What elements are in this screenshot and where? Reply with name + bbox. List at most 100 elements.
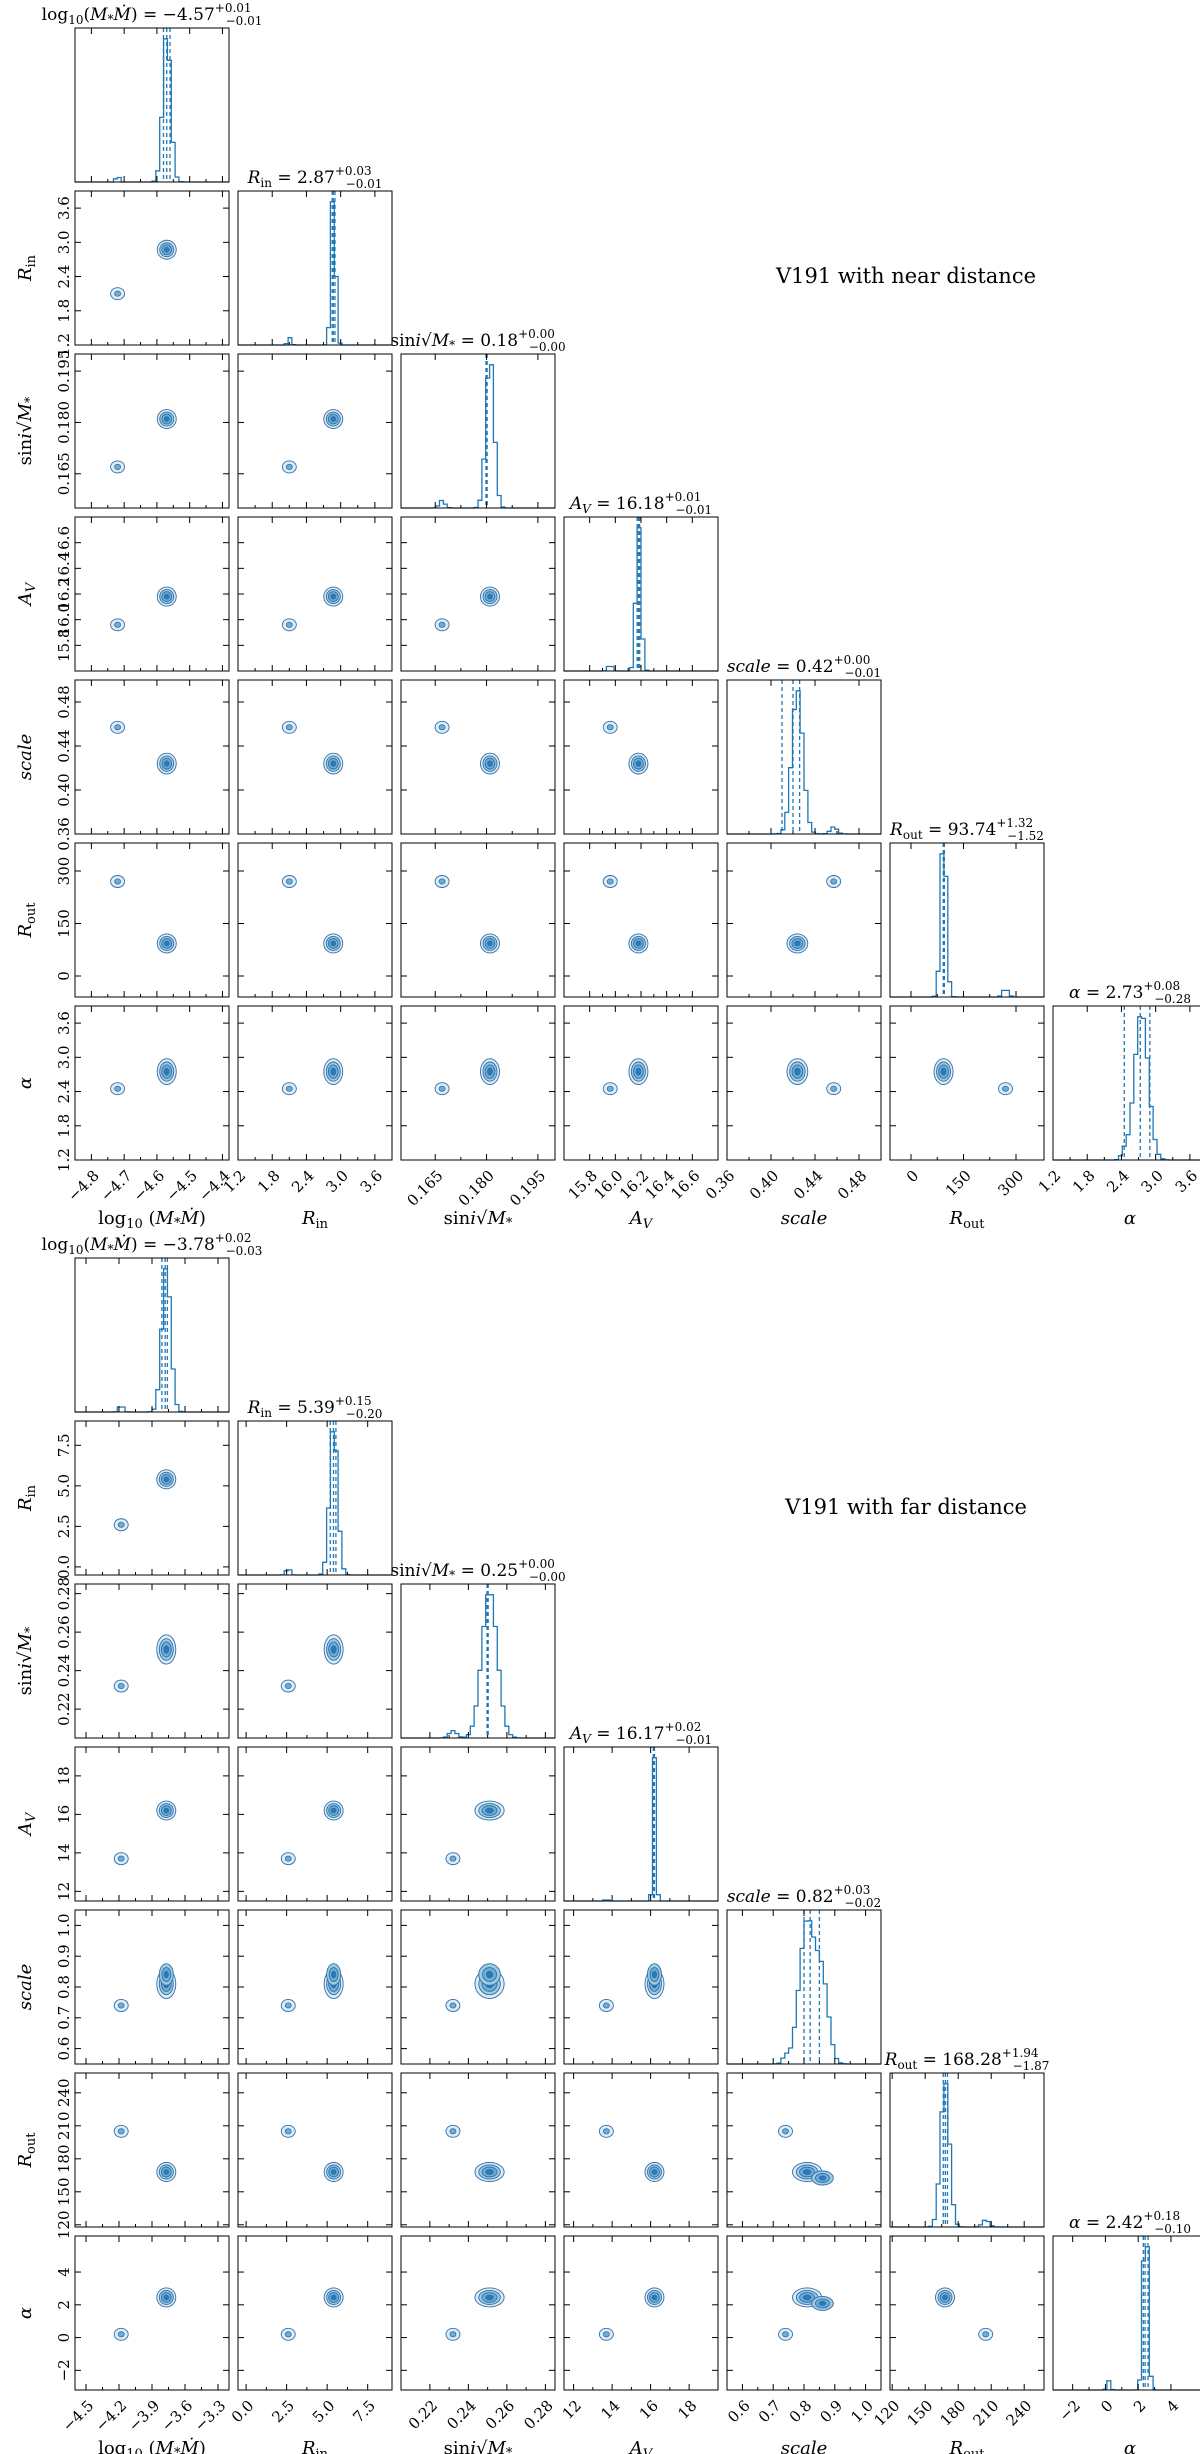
contour-level-4 <box>635 760 642 767</box>
panel-frame <box>563 2235 719 2391</box>
contour-secondary-3 <box>818 2300 827 2306</box>
panel-frame <box>889 2235 1045 2391</box>
y-tick-label: 3.6 <box>55 196 73 220</box>
histogram-panel-Rin: Rin = 2.87+0.03 −0.01 <box>237 164 393 346</box>
contour-level-4 <box>330 1067 337 1076</box>
contour-level-4 <box>330 1807 337 1814</box>
y-tick-label: 3.0 <box>55 230 73 254</box>
y-tick-label: 16.0 <box>55 603 73 636</box>
outlier-core <box>284 2002 292 2009</box>
y-tick-label: 0.8 <box>55 1975 73 1999</box>
y-tick-label: 150 <box>55 2177 73 2206</box>
panel-frame <box>237 842 393 998</box>
x-tick-label: −4.5 <box>59 2397 97 2435</box>
contour-secondary-3 <box>485 1970 494 1979</box>
outlier-core <box>602 2128 610 2135</box>
figure-title: V191 with far distance <box>784 1495 1027 1519</box>
contour-level-4 <box>487 940 493 947</box>
contour-level-4 <box>802 2294 812 2301</box>
y-tick-label: 16.6 <box>55 526 73 559</box>
y-tick-label: 0.6 <box>55 2037 73 2061</box>
histogram-AV <box>564 527 718 672</box>
y-tick-label: 0.28 <box>55 1577 73 1610</box>
x-tick-label: 3.6 <box>357 1167 387 1197</box>
y-tick-label: 0.180 <box>55 401 73 444</box>
outlier-core <box>114 1085 121 1092</box>
panel-frame <box>74 1257 230 1413</box>
histogram-panel-logMMdot: log10(M*Ṁ) = −4.57+0.01 −0.01 <box>42 1 262 183</box>
x-tick-label: −4.6 <box>130 1167 168 1205</box>
contour-level-4 <box>163 593 170 600</box>
y-tick-label: 15.8 <box>55 629 73 662</box>
outlier-core <box>285 621 293 628</box>
y-tick-label: 0.48 <box>55 685 73 718</box>
histogram-alpha <box>1053 2246 1200 2391</box>
outlier-core <box>114 290 121 297</box>
x-tick-label: 0 <box>903 1167 922 1186</box>
contour-level-4 <box>487 593 493 600</box>
contour-level-4 <box>940 1067 947 1076</box>
outlier-core <box>285 724 293 731</box>
histogram-panel-AV: AV = 16.18+0.01 −0.01 <box>563 490 719 672</box>
y-axis-label-scale: scale <box>15 1964 36 2010</box>
outlier-core <box>284 1855 292 1862</box>
y-axis-label-sini: sini√M* <box>15 1626 38 1695</box>
x-tick-label: −3.6 <box>158 2397 196 2435</box>
contour-panel-Rin-vs-logMMdot: 0.0 2.5 5.0 7.5 Rin <box>15 1420 230 1579</box>
panel-title: log10(M*Ṁ) = −3.78+0.02 −0.03 <box>42 1231 263 1258</box>
y-tick-label: 3.6 <box>55 1011 73 1035</box>
panel-frame <box>563 1909 719 2065</box>
contour-panel-scale-vs-logMMdot: 0.6 0.7 0.8 0.9 1.0 scale <box>15 1909 230 2065</box>
panel-frame <box>726 2072 882 2228</box>
outlier-core <box>438 724 446 731</box>
x-tick-label: 0.7 <box>755 2397 785 2427</box>
x-axis-label-Rout: Rout <box>949 1208 986 1232</box>
x-axis-label-AV: AV <box>628 2438 654 2454</box>
panel-frame <box>400 2072 556 2228</box>
contour-level-4 <box>163 1476 170 1483</box>
contour-level-4 <box>163 246 170 253</box>
y-tick-label: 240 <box>55 2078 73 2107</box>
panel-frame <box>74 842 230 998</box>
panel-frame <box>237 1746 393 1902</box>
contour-level-4 <box>163 416 170 422</box>
panel-title: scale = 0.82+0.03 −0.02 <box>727 1883 881 1910</box>
y-tick-label: 0.44 <box>55 729 73 762</box>
contour-level-4 <box>330 416 337 422</box>
x-tick-label: 1.2 <box>1035 1167 1065 1197</box>
outlier-core <box>449 1855 457 1862</box>
x-axis-label-AV: AV <box>628 1208 654 1232</box>
x-axis-label-Rin: Rin <box>301 1208 329 1232</box>
contour-level-4 <box>487 1067 493 1076</box>
y-tick-label: 16 <box>55 1805 73 1824</box>
contour-panel-Rout-vs-sini <box>400 842 556 998</box>
contour-level-4 <box>802 2169 812 2175</box>
x-tick-label: 12 <box>559 2397 585 2423</box>
y-axis-label-AV: AV <box>15 1811 39 1837</box>
y-tick-label: 0.40 <box>55 773 73 806</box>
x-axis-label-sini: sini√M* <box>444 2438 513 2454</box>
x-tick-label: −2 <box>1056 2397 1084 2425</box>
contour-panel-Rout-vs-sini <box>400 2072 556 2228</box>
y-tick-label: 0.24 <box>55 1654 73 1687</box>
outlier-core <box>782 2128 789 2135</box>
panel-title: α = 2.73+0.08 −0.28 <box>1069 979 1191 1006</box>
y-tick-label: 0 <box>55 2333 73 2343</box>
x-tick-label: 3.6 <box>1172 1167 1200 1197</box>
panel-frame <box>400 353 556 509</box>
panel-frame <box>74 1583 230 1739</box>
panel-frame <box>726 842 882 998</box>
contour-level-4 <box>485 2294 494 2301</box>
x-tick-label: 16.6 <box>667 1167 703 1203</box>
histogram-scale <box>727 1920 881 2065</box>
contour-panel-scale-vs-AV <box>563 679 719 835</box>
panel-frame <box>400 679 556 835</box>
y-tick-label: 0.9 <box>55 1944 73 1968</box>
panel-title: AV = 16.17+0.02 −0.01 <box>568 1720 712 1747</box>
contour-level-4 <box>330 2169 337 2175</box>
contour-level-4 <box>651 2169 658 2175</box>
contour-panel-scale-vs-logMMdot: 0.36 0.40 0.44 0.48 scale <box>15 679 230 851</box>
contour-panel-AV-vs-sini <box>400 516 556 672</box>
panel-frame <box>74 679 230 835</box>
